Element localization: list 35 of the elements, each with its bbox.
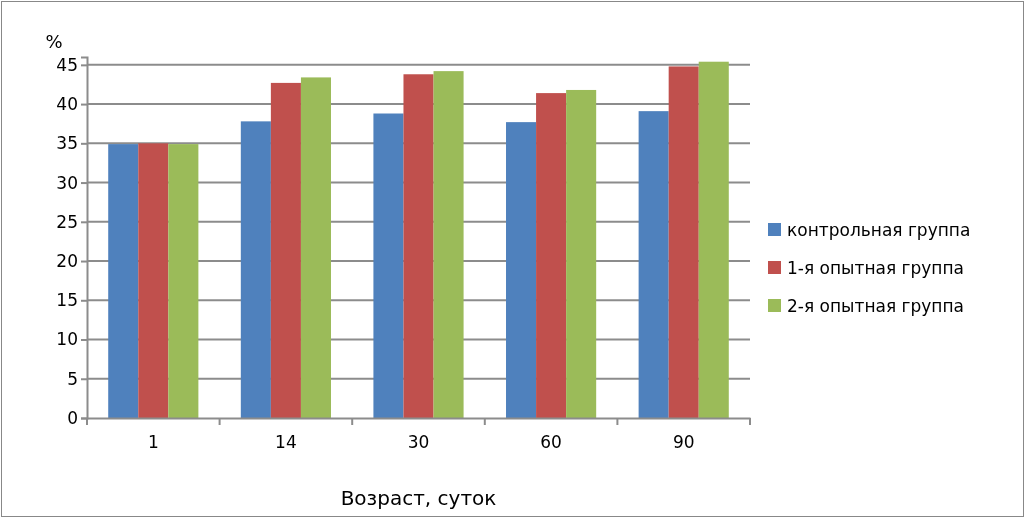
bar <box>536 93 567 418</box>
bar <box>433 71 464 418</box>
y-tick-label: 0 <box>67 407 78 428</box>
x-axis-title: Возраст, суток <box>340 486 497 510</box>
bar <box>566 89 597 418</box>
y-tick-label: 20 <box>56 250 78 271</box>
bar <box>403 74 434 418</box>
legend-label: 2-я опытная группа <box>787 296 965 316</box>
bar <box>506 122 537 418</box>
y-axis-title: % <box>45 31 63 52</box>
bar <box>373 113 404 418</box>
y-tick-label: 35 <box>56 133 78 154</box>
y-tick-label: 45 <box>56 54 78 75</box>
bar <box>168 144 199 418</box>
bar <box>138 143 169 418</box>
bar <box>638 111 669 418</box>
x-tick-label: 1 <box>147 432 159 453</box>
x-tick-label: 30 <box>407 432 430 453</box>
y-tick-label: 40 <box>56 94 78 115</box>
legend-label: контрольная группа <box>787 220 971 240</box>
y-tick-label: 10 <box>56 329 78 350</box>
y-tick-label: 25 <box>56 211 78 232</box>
y-tick-label: 15 <box>56 290 78 311</box>
legend-label: 1-я опытная группа <box>787 258 965 278</box>
bar <box>698 61 729 418</box>
x-tick-label: 60 <box>540 432 562 453</box>
x-tick-label: 14 <box>275 432 297 453</box>
bar <box>240 121 271 418</box>
x-tick-label: 90 <box>672 432 695 453</box>
bar <box>108 144 139 418</box>
y-tick-label: 30 <box>56 172 78 193</box>
bar <box>668 66 699 418</box>
bar <box>270 82 301 418</box>
bar <box>300 77 331 418</box>
y-tick-label: 5 <box>67 368 78 389</box>
